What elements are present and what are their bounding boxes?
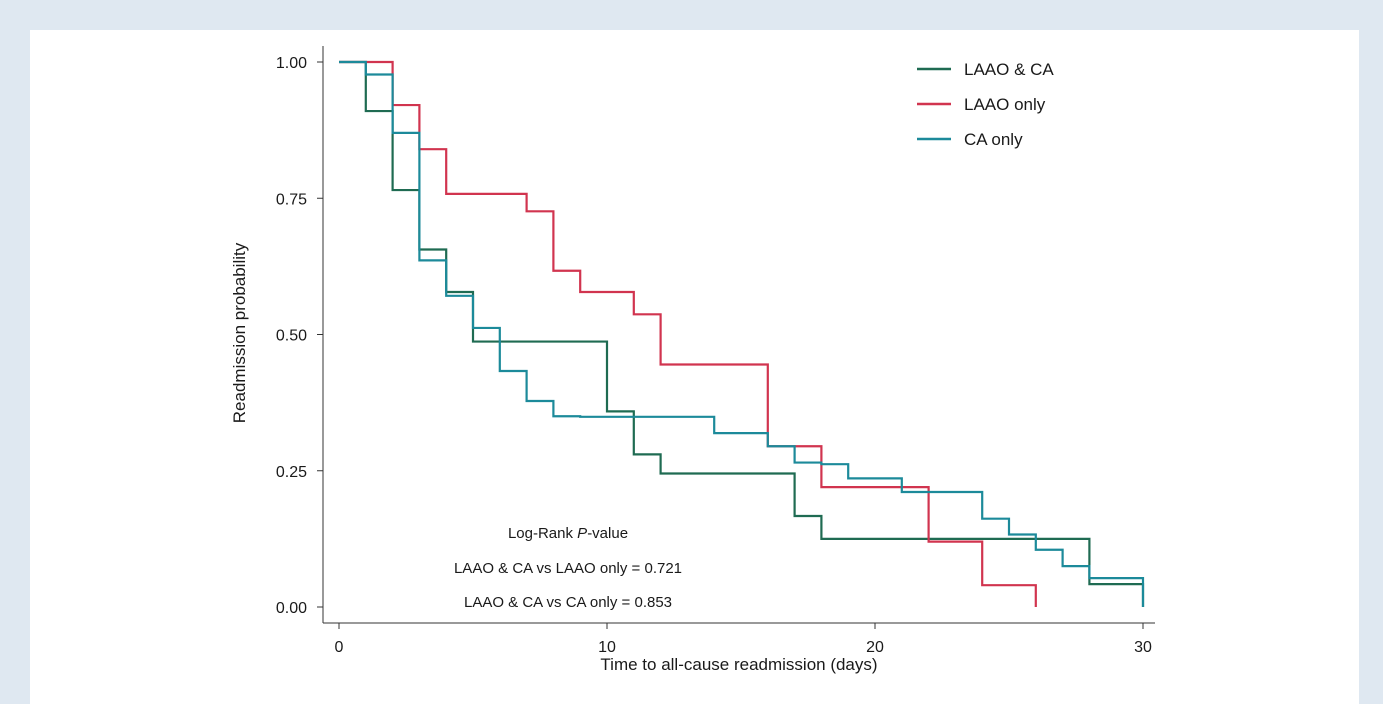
logrank-title-suffix: -value [587, 525, 628, 542]
x-tick-label: 20 [866, 639, 884, 656]
y-ticks: 0.00 0.25 0.50 0.75 1.00 [276, 55, 323, 617]
x-tick-label: 0 [335, 639, 344, 656]
y-tick-label: 0.75 [276, 191, 307, 208]
y-tick-label: 0.00 [276, 600, 307, 617]
logrank-line-2: LAAO & CA vs CA only = 0.853 [464, 594, 672, 611]
logrank-line-1: LAAO & CA vs LAAO only = 0.721 [454, 560, 682, 577]
y-tick-label: 0.50 [276, 328, 307, 345]
km-chart: 0.00 0.25 0.50 0.75 1.00 0 10 20 30 Time to all… [230, 46, 1155, 674]
legend-label-1: LAAO & CA [964, 60, 1054, 79]
series-line-2 [339, 60, 1037, 607]
logrank-annotation: Log-Rank P-value LAAO & CA vs LAAO only … [454, 525, 682, 611]
logrank-title-italic: P [577, 525, 587, 542]
series-group [339, 60, 1145, 607]
y-tick-label: 0.25 [276, 464, 307, 481]
x-tick-label: 10 [598, 639, 616, 656]
x-tick-label: 30 [1134, 639, 1152, 656]
axes [322, 46, 1155, 624]
y-axis-label: Readmission probability [230, 242, 249, 423]
legend: LAAO & CA LAAO only CA only [917, 60, 1054, 149]
x-axis-label: Time to all-cause readmission (days) [600, 655, 877, 674]
logrank-title: Log-Rank P-value [508, 525, 628, 542]
x-ticks: 0 10 20 30 [335, 623, 1152, 656]
series-line-1 [339, 60, 1145, 607]
y-tick-label: 1.00 [276, 55, 307, 72]
chart-panel: 0.00 0.25 0.50 0.75 1.00 0 10 20 30 Time to all… [30, 30, 1359, 704]
series-line-3 [339, 60, 1145, 607]
legend-label-2: LAAO only [964, 95, 1046, 114]
legend-label-3: CA only [964, 130, 1023, 149]
logrank-title-prefix: Log-Rank [508, 525, 577, 542]
